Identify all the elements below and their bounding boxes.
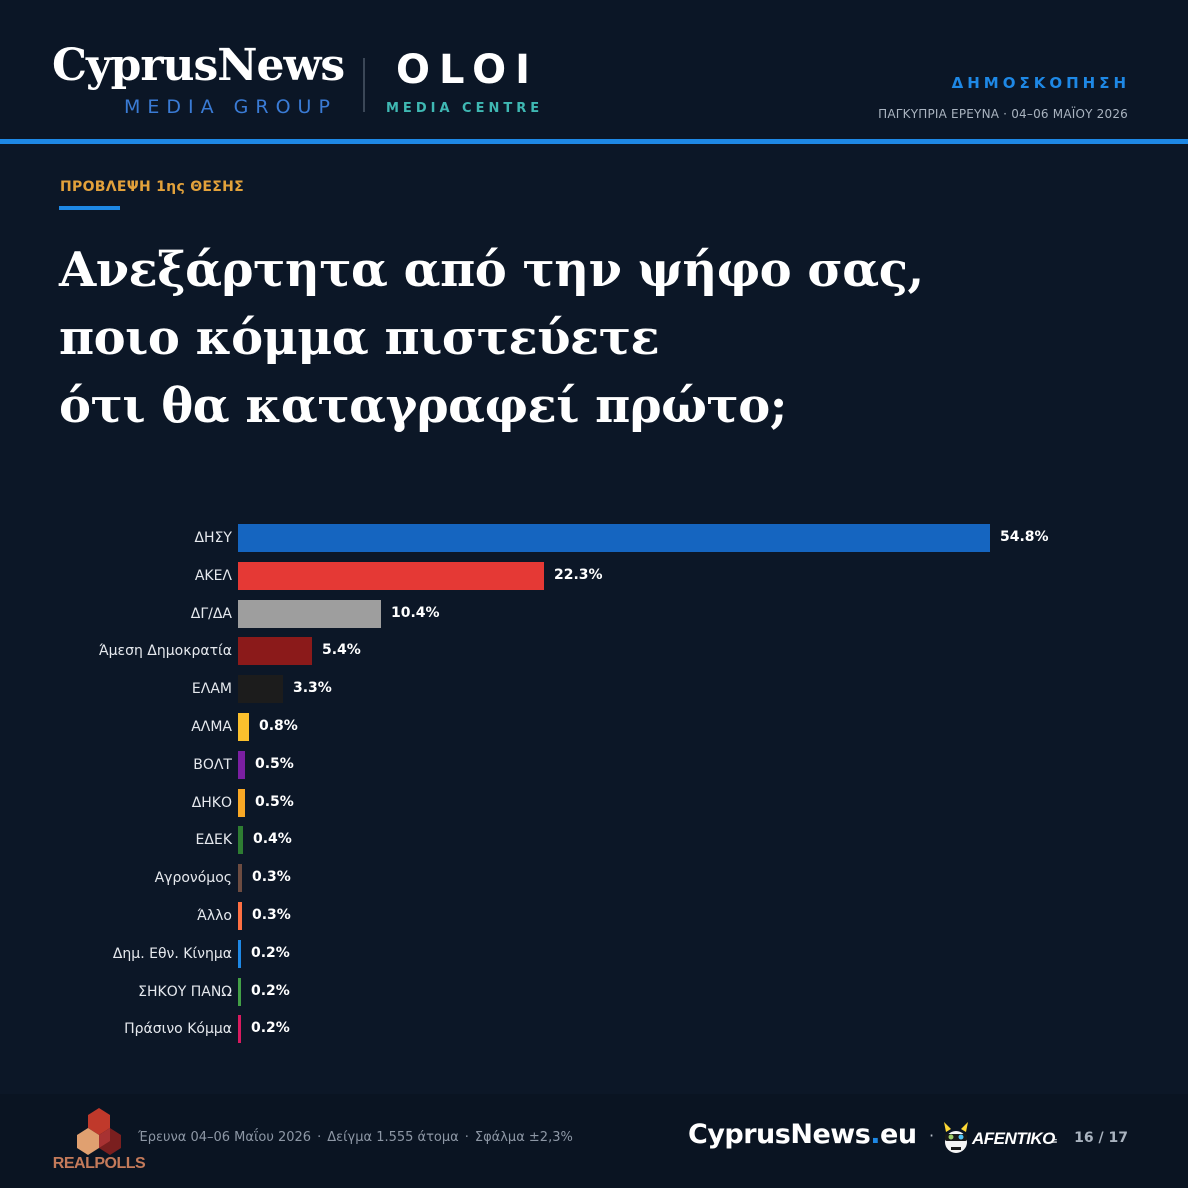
header-bar bbox=[0, 0, 1188, 140]
value-label: 0.3% bbox=[252, 907, 291, 923]
category-label: ΑΚΕΛ bbox=[194, 568, 232, 584]
footer-meta-sample: Δείγμα 1.555 άτομα bbox=[327, 1130, 459, 1145]
afentiko-mascot-icon bbox=[944, 1122, 968, 1153]
category-label: ΣΗΚΟΥ ΠΑΝΩ bbox=[138, 984, 232, 1000]
partner-logo-title[interactable]: OLOI bbox=[396, 47, 539, 93]
category-label: ΕΛΑΜ bbox=[191, 681, 232, 697]
realpolls-logo-text: REALPOLLS bbox=[53, 1155, 146, 1172]
bar-9 bbox=[238, 864, 242, 892]
section-eyebrow: ΠΡΟΒΛΕΨΗ 1ης ΘΕΣΗΣ bbox=[60, 179, 245, 195]
value-label: 0.5% bbox=[255, 794, 294, 810]
bar-7 bbox=[238, 789, 245, 817]
value-label: 0.5% bbox=[255, 756, 294, 772]
afentiko-logo: AFENTIKO ≡ bbox=[944, 1122, 1057, 1153]
bar-10 bbox=[238, 902, 242, 930]
value-label: 54.8% bbox=[1000, 529, 1049, 545]
category-label: ΔΓ/ΔΑ bbox=[190, 606, 232, 622]
category-label: Δημ. Εθν. Κίνημα bbox=[112, 946, 232, 962]
bar-2 bbox=[238, 600, 381, 628]
headline-line-3: ότι θα καταγραφεί πρώτο; bbox=[59, 378, 787, 434]
bar-3 bbox=[238, 637, 312, 665]
svg-text:≡: ≡ bbox=[1052, 1136, 1057, 1146]
brand-logo-title[interactable]: CyprusNews bbox=[52, 40, 345, 91]
footer-meta-error: Σφάλμα ±2,3% bbox=[474, 1130, 573, 1145]
bar-1 bbox=[238, 562, 544, 590]
footer-site-link[interactable]: CyprusNews.eu bbox=[688, 1121, 917, 1148]
footer-bar bbox=[0, 1094, 1188, 1188]
category-label: ΕΔΕΚ bbox=[195, 832, 232, 848]
value-label: 0.2% bbox=[251, 983, 290, 999]
bar-4 bbox=[238, 675, 283, 703]
bar-5 bbox=[238, 713, 249, 741]
value-label: 5.4% bbox=[322, 642, 361, 658]
category-label: ΔΗΚΟ bbox=[191, 795, 232, 811]
eyebrow-underline bbox=[59, 206, 120, 210]
value-label: 0.4% bbox=[253, 831, 292, 847]
footer-site-name: CyprusNews bbox=[688, 1119, 871, 1150]
category-label: ΒΟΛΤ bbox=[193, 757, 232, 773]
header-accent-rule bbox=[0, 139, 1188, 144]
headline-line-1: Ανεξάρτητα από την ψήφο σας, bbox=[59, 242, 924, 298]
question-headline: Ανεξάρτητα από την ψήφο σας, ποιο κόμμα … bbox=[59, 236, 1119, 440]
value-label: 10.4% bbox=[391, 605, 440, 621]
value-label: 0.2% bbox=[251, 945, 290, 961]
brand-logo-subtitle: MEDIA GROUP bbox=[124, 96, 337, 118]
headline-line-2: ποιο κόμμα πιστεύετε bbox=[59, 310, 660, 366]
footer-site-dot: . bbox=[870, 1119, 881, 1150]
category-label: ΑΛΜΑ bbox=[191, 719, 232, 735]
logo-divider bbox=[363, 58, 365, 112]
footer-survey-meta: Έρευνα 04–06 Μαΐου 2026 · Δείγμα 1.555 άτο… bbox=[138, 1130, 573, 1145]
value-label: 0.3% bbox=[252, 869, 291, 885]
value-label: 22.3% bbox=[554, 567, 603, 583]
category-label: ΔΗΣΥ bbox=[194, 530, 232, 546]
survey-meta-text: ΠΑΓΚΥΠΡΙΑ ΕΡΕΥΝΑ · 04–06 ΜΑΪΟΥ 2026 bbox=[878, 107, 1128, 121]
realpolls-logo: REALPOLLS bbox=[53, 1108, 147, 1172]
category-label: Αγρονόμος bbox=[154, 870, 232, 886]
value-label: 3.3% bbox=[293, 680, 332, 696]
bar-0 bbox=[238, 524, 990, 552]
bar-11 bbox=[238, 940, 241, 968]
footer-separator-dot: · bbox=[929, 1126, 935, 1145]
page-counter: 16 / 17 bbox=[1074, 1130, 1128, 1146]
bar-6 bbox=[238, 751, 245, 779]
value-label: 0.2% bbox=[251, 1020, 290, 1036]
category-label: Πράσινο Κόμμα bbox=[124, 1021, 232, 1037]
partner-logo-subtitle: MEDIA CENTRE bbox=[386, 101, 544, 116]
afentiko-logo-text: AFENTIKO bbox=[971, 1129, 1055, 1148]
footer-meta-dates: Έρευνα 04–06 Μαΐου 2026 bbox=[138, 1130, 312, 1145]
survey-type-label: ΔΗΜΟΣΚΟΠΗΣΗ bbox=[951, 74, 1130, 92]
category-label: Άλλο bbox=[197, 908, 232, 924]
bar-13 bbox=[238, 1015, 241, 1043]
bar-8 bbox=[238, 826, 243, 854]
footer-site-tld: eu bbox=[880, 1119, 917, 1150]
bar-12 bbox=[238, 978, 241, 1006]
value-label: 0.8% bbox=[259, 718, 298, 734]
category-label: Άμεση Δημοκρατία bbox=[98, 643, 232, 659]
